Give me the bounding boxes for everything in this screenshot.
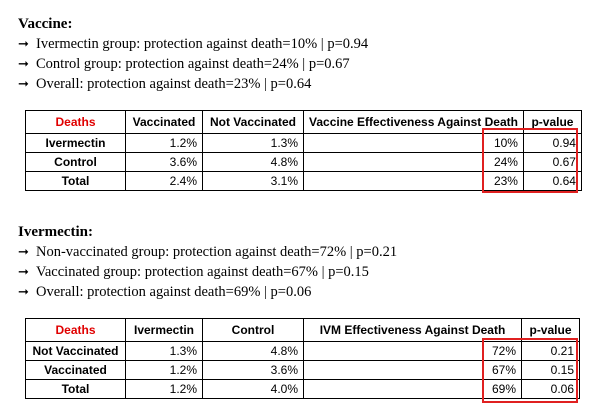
- vaccine-table: Deaths Vaccinated Not Vaccinated Vaccine…: [25, 110, 582, 191]
- column-header: Ivermectin: [125, 318, 203, 342]
- effectiveness-cell: 10%: [303, 133, 524, 153]
- column-header: IVM Effectiveness Against Death: [303, 318, 522, 342]
- arrow-right-icon: ➞: [18, 245, 29, 260]
- table-cell: 1.2%: [125, 379, 203, 399]
- row-label: Total: [25, 379, 126, 399]
- arrow-right-icon: ➞: [18, 77, 29, 92]
- table-cell: 3.1%: [202, 171, 304, 191]
- p-value-cell: 0.21: [521, 341, 580, 361]
- arrow-right-icon: ➞: [18, 285, 29, 300]
- table-row: Total 2.4% 3.1% 23% 0.64: [25, 171, 582, 191]
- table-cell: 2.4%: [125, 171, 203, 191]
- table-cell: 1.3%: [125, 341, 203, 361]
- table-cell: 1.3%: [202, 133, 304, 153]
- ivermectin-table: Deaths Ivermectin Control IVM Effectiven…: [25, 318, 580, 399]
- vaccine-bullet-3: ➞ Overall: protection against death=23% |…: [18, 74, 368, 94]
- deaths-header: Deaths: [25, 110, 126, 134]
- arrow-right-icon: ➞: [18, 57, 29, 72]
- table-row: Not Vaccinated 1.3% 4.8% 72% 0.21: [25, 341, 580, 361]
- p-value-cell: 0.15: [521, 360, 580, 380]
- vaccine-bullet-1: ➞ Ivermectin group: protection against de…: [18, 34, 368, 54]
- row-label: Not Vaccinated: [25, 341, 126, 361]
- column-header: Not Vaccinated: [202, 110, 304, 134]
- row-label: Ivermectin: [25, 133, 126, 153]
- column-header: p-value: [521, 318, 580, 342]
- p-value-cell: 0.94: [522, 133, 582, 153]
- effectiveness-cell: 67%: [303, 360, 522, 380]
- table-cell: 4.8%: [202, 341, 304, 361]
- p-value-cell: 0.67: [522, 152, 582, 172]
- table-cell: 1.2%: [125, 133, 203, 153]
- ivermectin-heading: Ivermectin:: [18, 224, 93, 240]
- ivermectin-bullet-2: ➞ Vaccinated group: protection against de…: [18, 262, 397, 282]
- table-cell: 4.8%: [202, 152, 304, 172]
- row-label: Total: [25, 171, 126, 191]
- ivermectin-section: Ivermectin: ➞ Non-vaccinated group: prote…: [18, 222, 397, 302]
- row-label: Control: [25, 152, 126, 172]
- table-row: Control 3.6% 4.8% 24% 0.67: [25, 152, 582, 172]
- vaccine-bullet-2: ➞ Control group: protection against death…: [18, 54, 368, 74]
- table-cell: 3.6%: [202, 360, 304, 380]
- table-row: Ivermectin 1.2% 1.3% 10% 0.94: [25, 133, 582, 153]
- deaths-header: Deaths: [25, 318, 126, 342]
- column-header: Control: [202, 318, 304, 342]
- table-header-row: Deaths Vaccinated Not Vaccinated Vaccine…: [25, 110, 582, 134]
- table-cell: 1.2%: [125, 360, 203, 380]
- effectiveness-cell: 24%: [303, 152, 524, 172]
- p-value-cell: 0.06: [521, 379, 580, 399]
- row-label: Vaccinated: [25, 360, 126, 380]
- vaccine-heading: Vaccine:: [18, 16, 73, 32]
- arrow-right-icon: ➞: [18, 37, 29, 52]
- table-header-row: Deaths Ivermectin Control IVM Effectiven…: [25, 318, 580, 342]
- table-row: Total 1.2% 4.0% 69% 0.06: [25, 379, 580, 399]
- table-cell: 3.6%: [125, 152, 203, 172]
- column-header: Vaccine Effectiveness Against Death: [303, 110, 524, 134]
- ivermectin-bullet-3: ➞ Overall: protection against death=69% |…: [18, 282, 397, 302]
- table-cell: 4.0%: [202, 379, 304, 399]
- ivermectin-bullet-1: ➞ Non-vaccinated group: protection agains…: [18, 242, 397, 262]
- column-header: Vaccinated: [125, 110, 203, 134]
- vaccine-section: Vaccine: ➞ Ivermectin group: protection a…: [18, 14, 368, 94]
- effectiveness-cell: 69%: [303, 379, 522, 399]
- effectiveness-cell: 23%: [303, 171, 524, 191]
- p-value-cell: 0.64: [522, 171, 582, 191]
- table-row: Vaccinated 1.2% 3.6% 67% 0.15: [25, 360, 580, 380]
- effectiveness-cell: 72%: [303, 341, 522, 361]
- arrow-right-icon: ➞: [18, 265, 29, 280]
- column-header: p-value: [522, 110, 582, 134]
